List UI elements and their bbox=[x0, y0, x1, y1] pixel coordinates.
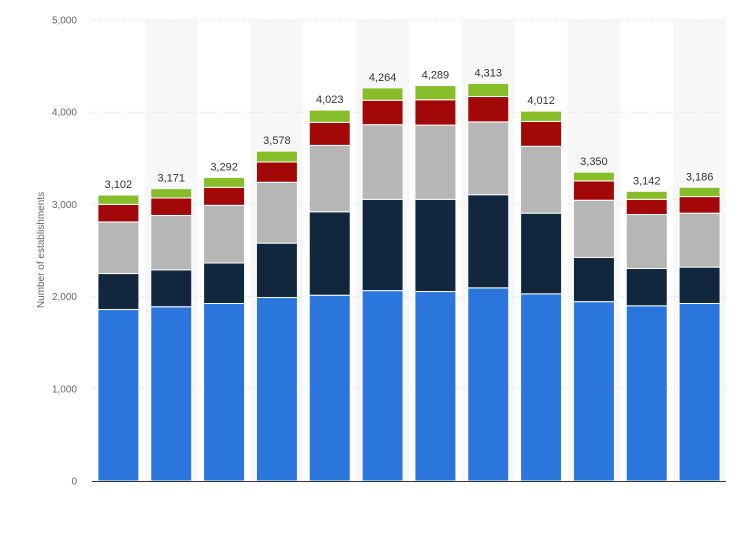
bar-segment-1 bbox=[97, 309, 140, 482]
bar-segment-1 bbox=[625, 305, 668, 482]
bar-segment-3 bbox=[150, 214, 193, 271]
bar-segment-4 bbox=[414, 99, 457, 126]
bar-segment-5 bbox=[414, 85, 457, 101]
bar-segment-3 bbox=[467, 121, 510, 196]
bar-segment-5 bbox=[361, 87, 404, 101]
bar-segment-5 bbox=[572, 171, 615, 182]
bar-segment-3 bbox=[572, 199, 615, 258]
y-tick-label: 4,000 bbox=[52, 108, 77, 119]
bar-segment-3 bbox=[97, 221, 140, 275]
total-label: 4,012 bbox=[527, 95, 555, 107]
bar-segment-3 bbox=[308, 144, 351, 213]
bar-segment-2 bbox=[308, 211, 351, 296]
bar-segment-2 bbox=[361, 198, 404, 292]
bar-segment-2 bbox=[255, 242, 298, 299]
bar-segment-5 bbox=[625, 190, 668, 200]
bar-segment-3 bbox=[678, 212, 721, 268]
bar-segment-2 bbox=[520, 212, 563, 295]
total-label: 4,023 bbox=[316, 94, 344, 106]
bar-segment-1 bbox=[203, 303, 246, 482]
bar-segment-5 bbox=[203, 176, 246, 188]
bar-segment-3 bbox=[520, 145, 563, 214]
bar-segment-4 bbox=[361, 99, 404, 126]
total-label: 3,102 bbox=[105, 179, 133, 191]
bar-segment-5 bbox=[678, 186, 721, 198]
y-tick-label: 0 bbox=[71, 477, 77, 488]
bar-segment-5 bbox=[255, 150, 298, 163]
total-labels: 3,102 3,171 3,292 3,578 4,023 4,264 4,289 4,313… bbox=[105, 67, 714, 191]
bar-segment-1 bbox=[678, 303, 721, 482]
bar-segment-4 bbox=[255, 161, 298, 183]
bar-segment-2 bbox=[625, 267, 668, 307]
total-label: 3,350 bbox=[580, 156, 608, 168]
total-label: 3,578 bbox=[263, 135, 291, 147]
bar-segment-3 bbox=[255, 181, 298, 244]
bar-segment-1 bbox=[361, 290, 404, 482]
bar-segment-5 bbox=[97, 194, 140, 205]
bar-segment-3 bbox=[361, 124, 404, 200]
bar-segment-4 bbox=[150, 197, 193, 216]
gridlines bbox=[92, 19, 726, 390]
y-axis-label: Number of establishments bbox=[36, 192, 47, 308]
bar-segment-2 bbox=[467, 194, 510, 289]
bar-segment-4 bbox=[467, 96, 510, 123]
y-tick-label: 1,000 bbox=[52, 384, 77, 395]
total-label: 4,289 bbox=[422, 70, 450, 82]
bar-segment-1 bbox=[467, 287, 510, 482]
bar-segment-4 bbox=[625, 198, 668, 216]
bar-segment-1 bbox=[150, 306, 193, 482]
bar-segment-5 bbox=[467, 82, 510, 98]
bar-segment-4 bbox=[97, 203, 140, 223]
bar-segment-5 bbox=[150, 188, 193, 199]
bars bbox=[97, 82, 721, 482]
bar-segment-2 bbox=[97, 273, 140, 311]
bar-segment-2 bbox=[414, 198, 457, 293]
bar-segment-2 bbox=[572, 256, 615, 303]
bar-segment-1 bbox=[255, 297, 298, 482]
y-tick-label: 3,000 bbox=[52, 200, 77, 211]
bar-segment-1 bbox=[414, 291, 457, 482]
total-label: 3,292 bbox=[210, 161, 238, 173]
bar-segment-4 bbox=[203, 186, 246, 206]
bar-segment-1 bbox=[308, 294, 351, 482]
bar-segment-2 bbox=[150, 269, 193, 308]
bar-segment-3 bbox=[625, 214, 668, 269]
bar-segment-1 bbox=[520, 293, 563, 482]
bar-segment-4 bbox=[572, 180, 615, 201]
y-axis-ticks: 0 1,000 2,000 3,000 4,000 5,000 bbox=[52, 16, 77, 488]
bar-segment-3 bbox=[414, 124, 457, 200]
total-label: 3,186 bbox=[686, 171, 714, 183]
bar-segment-2 bbox=[678, 266, 721, 305]
bar-segment-4 bbox=[520, 120, 563, 147]
total-label: 4,313 bbox=[474, 67, 502, 79]
total-label: 4,264 bbox=[369, 72, 397, 84]
total-label: 3,171 bbox=[157, 173, 185, 185]
bar-segment-5 bbox=[308, 109, 351, 123]
bar-segment-1 bbox=[572, 301, 615, 482]
bar-segment-5 bbox=[520, 110, 563, 122]
bar-segment-4 bbox=[308, 121, 351, 146]
total-label: 3,142 bbox=[633, 175, 661, 187]
bar-segment-4 bbox=[678, 196, 721, 214]
bar-segment-3 bbox=[203, 204, 246, 264]
y-tick-label: 5,000 bbox=[52, 16, 77, 27]
bar-segment-2 bbox=[203, 262, 246, 305]
y-tick-label: 2,000 bbox=[52, 292, 77, 303]
